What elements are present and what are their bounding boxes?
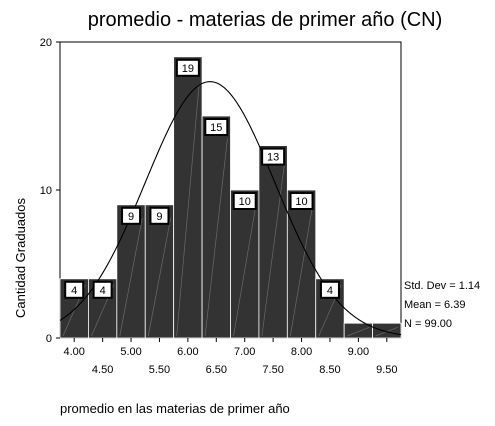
x-tick-label: 6.00 <box>177 346 198 358</box>
n-label: N = 99.00 <box>404 318 452 330</box>
bar-label-box <box>289 192 314 210</box>
bar-value-label: 9 <box>128 211 134 223</box>
bar-hatch <box>261 164 285 337</box>
std-dev-label: Std. Dev = 1.14 <box>404 280 480 292</box>
y-axis: 0 10 20 <box>40 37 60 345</box>
bar-label-box <box>64 280 85 299</box>
bar-label-box <box>319 280 340 299</box>
x-tick-label: 5.00 <box>120 346 141 358</box>
bar-hatch <box>119 218 143 337</box>
bar-hatch <box>233 204 257 337</box>
bar-label-box <box>175 58 200 77</box>
bars-layer <box>59 56 402 339</box>
bar-value-label: 4 <box>71 285 77 297</box>
y-axis-label: Cantidad Graduados <box>13 198 28 318</box>
bar-label-box <box>149 206 170 225</box>
x-tick-label: 4.50 <box>92 364 113 376</box>
bar-label-box <box>232 192 257 210</box>
x-tick-label: 8.00 <box>291 346 312 358</box>
bar-hatch <box>204 138 228 337</box>
bar-value-label: 4 <box>327 285 333 297</box>
curve-layer <box>59 81 402 336</box>
x-axis: 4.00 5.00 6.00 7.00 8.00 9.00 4.50 5.50 6.50 7.50… <box>63 338 398 376</box>
stats-block: Std. Dev = 1.14 Mean = 6.39 N = 99.00 <box>404 280 480 330</box>
bar-hatch <box>176 84 200 337</box>
x-axis-label: promedio en las materias de primer año <box>60 401 290 416</box>
plot-area: 4 4 9 9 19 15 10 13 10 4 <box>59 41 402 339</box>
bar-hatch <box>147 218 172 337</box>
y-tick-label: 20 <box>40 37 52 49</box>
bar-labels-layer: 4 4 9 9 19 15 10 13 10 4 <box>64 58 340 299</box>
bar-value-label: 13 <box>267 152 279 164</box>
x-tick-label: 7.50 <box>262 364 283 376</box>
x-tick-label: 8.50 <box>319 364 340 376</box>
x-tick-label: 6.50 <box>206 364 227 376</box>
x-tick-label: 9.50 <box>376 364 397 376</box>
bar-value-label: 19 <box>182 63 194 75</box>
x-tick-label: 7.00 <box>234 346 255 358</box>
y-tick-label: 10 <box>40 185 52 197</box>
bar-value-label: 10 <box>239 196 251 208</box>
bar-label-box <box>121 206 142 225</box>
bar-value-label: 10 <box>295 196 307 208</box>
bar-value-label: 9 <box>156 211 162 223</box>
y-tick-label: 0 <box>46 333 52 345</box>
bar-hatch <box>289 204 314 337</box>
mean-label: Mean = 6.39 <box>404 299 465 311</box>
bar-label-box <box>261 147 286 166</box>
x-tick-label: 5.50 <box>149 364 170 376</box>
x-tick-label: 9.00 <box>348 346 369 358</box>
x-tick-label: 4.00 <box>63 346 84 358</box>
chart-title: promedio - materias de primer año (CN) <box>88 9 443 31</box>
bar-label-box <box>204 118 229 136</box>
bar-value-label: 4 <box>100 285 106 297</box>
bar-value-label: 15 <box>210 122 222 134</box>
bar-hatch <box>347 326 370 337</box>
normal-curve <box>59 81 402 336</box>
bar-label-box <box>92 280 113 299</box>
